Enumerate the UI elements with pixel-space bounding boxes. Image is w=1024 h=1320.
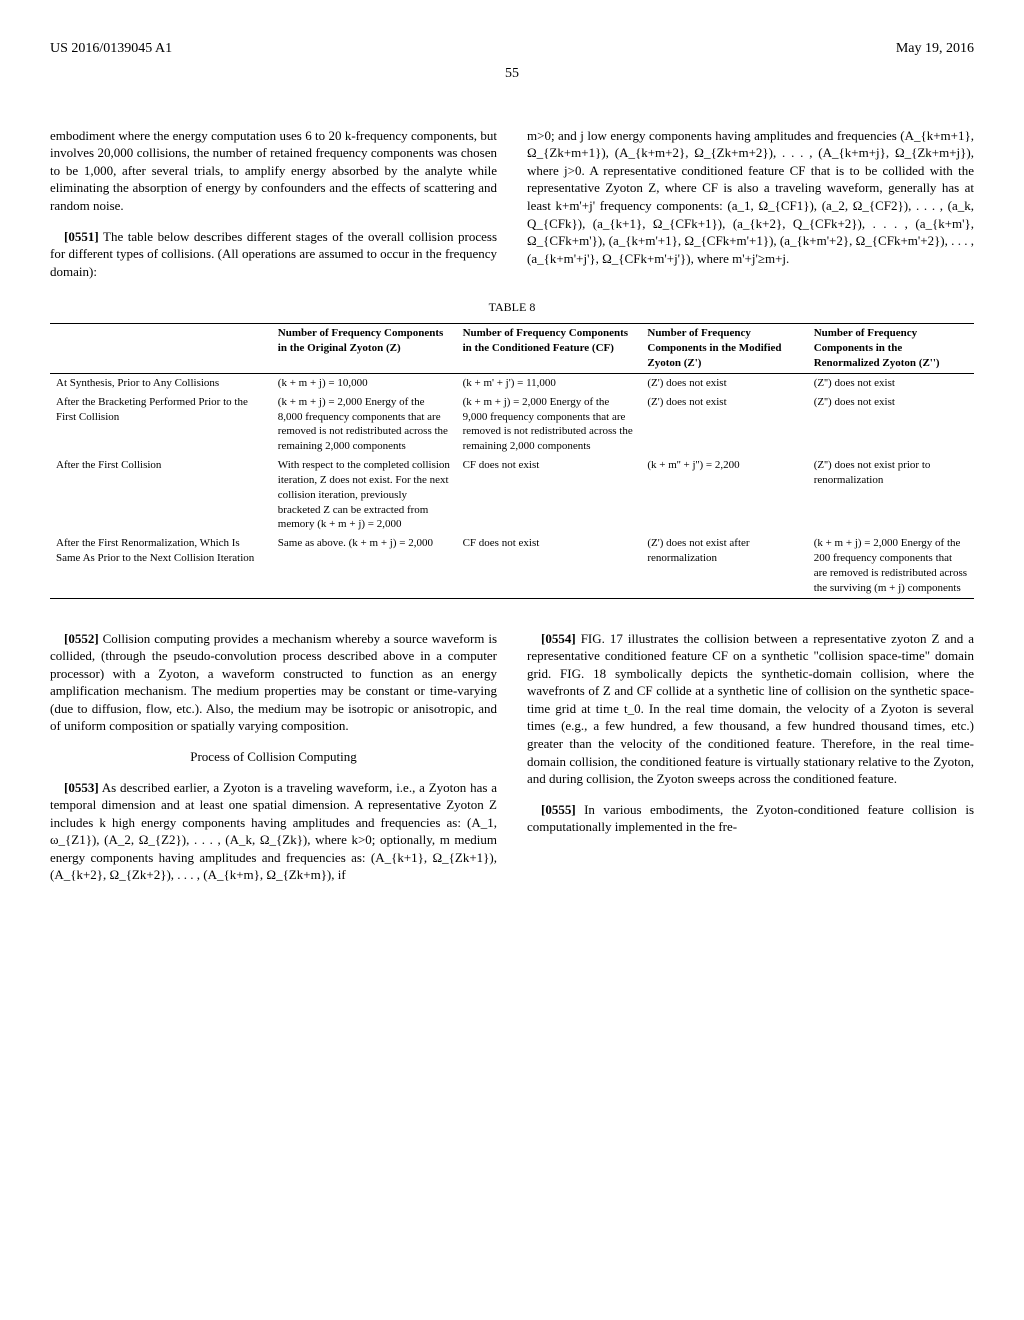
para-0551: [0551] The table below describes differe… bbox=[50, 228, 497, 281]
col-4: Number of Frequency Components in the Re… bbox=[808, 324, 974, 373]
para-0554: [0554] FIG. 17 illustrates the collision… bbox=[527, 630, 974, 788]
para-0551-num: [0551] bbox=[64, 229, 99, 244]
top-left-para: embodiment where the energy computation … bbox=[50, 127, 497, 215]
para-0555-num: [0555] bbox=[541, 802, 576, 817]
table-row: After the First Renormalization, Which I… bbox=[50, 534, 974, 598]
table-row: After the First Collision With respect t… bbox=[50, 456, 974, 534]
col-2: Number of Frequency Components in the Co… bbox=[457, 324, 642, 373]
subheading: Process of Collision Computing bbox=[50, 748, 497, 766]
cell: Same as above. (k + m + j) = 2,000 bbox=[272, 534, 457, 598]
page-header: US 2016/0139045 A1 May 19, 2016 bbox=[50, 40, 974, 59]
table-header-row: Number of Frequency Components in the Or… bbox=[50, 324, 974, 373]
bottom-left-col: [0552] Collision computing provides a me… bbox=[50, 617, 497, 897]
table-8: Number of Frequency Components in the Or… bbox=[50, 323, 974, 598]
cell: CF does not exist bbox=[457, 456, 642, 534]
para-0555-text: In various embodiments, the Zyoton-condi… bbox=[527, 802, 974, 835]
col-0 bbox=[50, 324, 272, 373]
cell: After the First Collision bbox=[50, 456, 272, 534]
cell: With respect to the completed collision … bbox=[272, 456, 457, 534]
cell: CF does not exist bbox=[457, 534, 642, 598]
bottom-right-col: [0554] FIG. 17 illustrates the collision… bbox=[527, 617, 974, 897]
cell: (Z'') does not exist bbox=[808, 374, 974, 393]
cell: (Z') does not exist after renormalizatio… bbox=[641, 534, 807, 598]
top-right-para: m>0; and j low energy components having … bbox=[527, 127, 974, 267]
para-0552-text: Collision computing provides a mechanism… bbox=[50, 631, 497, 734]
table-row: After the Bracketing Performed Prior to … bbox=[50, 393, 974, 456]
para-0552: [0552] Collision computing provides a me… bbox=[50, 630, 497, 735]
page-number: 55 bbox=[50, 65, 974, 84]
bottom-columns: [0552] Collision computing provides a me… bbox=[50, 617, 974, 897]
cell: (k + m' + j') = 11,000 bbox=[457, 374, 642, 393]
header-left: US 2016/0139045 A1 bbox=[50, 40, 172, 59]
col-1: Number of Frequency Components in the Or… bbox=[272, 324, 457, 373]
table-caption: TABLE 8 bbox=[50, 299, 974, 315]
para-0553-num: [0553] bbox=[64, 780, 99, 795]
para-0551-text: The table below describes different stag… bbox=[50, 229, 497, 279]
top-left-col: embodiment where the energy computation … bbox=[50, 114, 497, 293]
para-0553-text: As described earlier, a Zyoton is a trav… bbox=[50, 780, 497, 883]
col-3: Number of Frequency Components in the Mo… bbox=[641, 324, 807, 373]
cell: (k + m'' + j'') = 2,200 bbox=[641, 456, 807, 534]
para-0554-text: FIG. 17 illustrates the collision betwee… bbox=[527, 631, 974, 786]
cell: (k + m + j) = 2,000 Energy of the 9,000 … bbox=[457, 393, 642, 456]
cell: (Z'') does not exist bbox=[808, 393, 974, 456]
para-0555: [0555] In various embodiments, the Zyoto… bbox=[527, 801, 974, 836]
cell: (k + m + j) = 10,000 bbox=[272, 374, 457, 393]
cell: After the First Renormalization, Which I… bbox=[50, 534, 272, 598]
header-right: May 19, 2016 bbox=[896, 40, 974, 59]
cell: (k + m + j) = 2,000 Energy of the 8,000 … bbox=[272, 393, 457, 456]
cell: At Synthesis, Prior to Any Collisions bbox=[50, 374, 272, 393]
para-0554-num: [0554] bbox=[541, 631, 576, 646]
para-0552-num: [0552] bbox=[64, 631, 99, 646]
top-right-col: m>0; and j low energy components having … bbox=[527, 114, 974, 293]
table-row: At Synthesis, Prior to Any Collisions (k… bbox=[50, 374, 974, 393]
cell: (k + m + j) = 2,000 Energy of the 200 fr… bbox=[808, 534, 974, 598]
cell: After the Bracketing Performed Prior to … bbox=[50, 393, 272, 456]
para-0553: [0553] As described earlier, a Zyoton is… bbox=[50, 779, 497, 884]
cell: (Z') does not exist bbox=[641, 393, 807, 456]
cell: (Z') does not exist bbox=[641, 374, 807, 393]
cell: (Z'') does not exist prior to renormaliz… bbox=[808, 456, 974, 534]
top-columns: embodiment where the energy computation … bbox=[50, 114, 974, 293]
